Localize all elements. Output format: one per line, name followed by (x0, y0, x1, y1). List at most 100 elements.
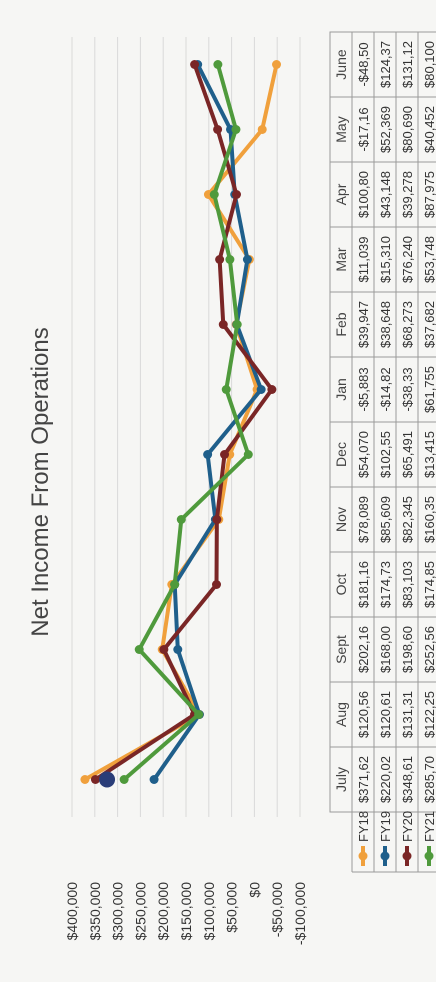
table-cell-value: $85,609 (378, 496, 393, 543)
table-cell-value: $100,80 (356, 171, 371, 218)
table-cell-value: $120,61 (378, 691, 393, 738)
data-point (213, 60, 223, 69)
legend-swatch-marker (424, 851, 434, 861)
data-point (212, 580, 222, 589)
table-cell-value: $83,103 (400, 561, 415, 608)
table-cell-value: $40,452 (422, 106, 436, 153)
table-cell-value: -$48,50 (356, 42, 371, 86)
table-cell-value: $82,345 (400, 496, 415, 543)
table-cell-value: $43,148 (378, 171, 393, 218)
table-cell-value: $15,310 (378, 236, 393, 283)
table-cell-value: $13,415 (422, 431, 436, 478)
data-point (90, 775, 100, 784)
table-cell-value: $38,648 (378, 301, 393, 348)
legend-series-label: FY20 (400, 811, 415, 842)
data-table: July Aug Sept Oct Nov Dec Jan Feb Mar Apr May June F… (329, 31, 436, 873)
data-point (176, 515, 186, 524)
x-category-label: Sept (333, 635, 349, 664)
y-tick-label: $250,000 (132, 882, 148, 941)
data-point (220, 450, 230, 459)
data-point (119, 775, 129, 784)
legend-series-label: FY21 (422, 811, 436, 842)
x-category-label: Aug (333, 702, 349, 727)
table-cell-value: $131,31 (400, 691, 415, 738)
table-cell-value: $87,975 (422, 171, 436, 218)
table-cell-value: $174,73 (378, 561, 393, 608)
data-point (232, 320, 242, 329)
y-axis: $400,000 $350,000 $300,000 $250,000 $200,000… (64, 882, 308, 945)
legend-swatch-marker (358, 851, 368, 861)
table-cell-value: $160,35 (422, 496, 436, 543)
data-point (194, 710, 204, 719)
table-cell-value: $52,369 (378, 106, 393, 153)
table-cell-value: $122,25 (422, 691, 436, 738)
x-category-label: June (333, 49, 349, 80)
x-category-label: Mar (333, 247, 349, 271)
table-cell-value: $61,755 (422, 366, 436, 413)
data-point (159, 645, 169, 654)
y-tick-label: $50,000 (224, 882, 240, 933)
table-cell-value: $80,690 (400, 106, 415, 153)
y-tick-label: $0 (246, 882, 262, 898)
data-point (225, 255, 235, 264)
x-category-label: Dec (333, 442, 349, 467)
data-point (99, 771, 116, 788)
table-cell-value: $198,60 (400, 626, 415, 673)
table-cell-value: $80,100 (422, 41, 436, 88)
table-cell-value: $252,56 (422, 626, 436, 673)
data-point (218, 320, 228, 329)
data-point (213, 125, 223, 134)
legend-series-label: FY18 (356, 811, 371, 842)
x-category-label: Oct (333, 574, 349, 596)
y-tick-label: $350,000 (87, 882, 103, 941)
table-cell-value: $39,278 (400, 171, 415, 218)
table-cell-value: $285,70 (422, 756, 436, 803)
table-cell-value: $220,02 (378, 756, 393, 803)
x-category-label: Feb (333, 312, 349, 336)
x-category-label: Jan (333, 378, 349, 401)
series-lines (80, 60, 282, 788)
table-cell-value: $120,56 (356, 691, 371, 738)
table-cell-value: $168,00 (378, 626, 393, 673)
y-tick-label: $300,000 (110, 882, 126, 941)
table-cell-value: -$38,33 (400, 367, 415, 411)
data-point (243, 450, 253, 459)
table-cell-value: -$5,883 (356, 367, 371, 411)
table-cell-value: $202,16 (356, 626, 371, 673)
series-line-fy21 (122, 63, 251, 782)
table-cell-value: $53,748 (422, 236, 436, 283)
table-cell-value: $131,12 (400, 41, 415, 88)
data-point (173, 645, 183, 654)
legend-swatch-marker (402, 851, 412, 861)
gridlines (71, 37, 301, 817)
data-point (257, 125, 267, 134)
x-category-label: July (333, 767, 349, 792)
data-point (149, 775, 159, 784)
y-tick-label: $100,000 (201, 882, 217, 941)
x-category-label: May (333, 116, 349, 142)
table-cell-value: $11,039 (356, 236, 371, 282)
data-point (190, 60, 200, 69)
y-tick-label: -$50,000 (269, 882, 285, 937)
y-tick-label: -$100,000 (292, 882, 308, 945)
table-cell-value: $371,62 (356, 756, 371, 803)
data-point (134, 645, 144, 654)
table-cell-value: $65,491 (400, 431, 415, 478)
table-cell-value: -$14,82 (378, 367, 393, 411)
data-point (203, 450, 213, 459)
y-tick-label: $400,000 (64, 882, 80, 941)
x-category-label: Apr (333, 183, 349, 205)
legend-swatch-marker (380, 851, 390, 861)
data-point (267, 385, 277, 394)
legend-series-label: FY19 (378, 811, 393, 842)
table-cell-value: $181,16 (356, 561, 371, 608)
data-point (256, 385, 266, 394)
table-cell-value: $102,55 (378, 431, 393, 478)
data-point (231, 190, 241, 199)
data-point (215, 255, 225, 264)
data-point (80, 775, 90, 784)
table-cell-value: $39,947 (356, 301, 371, 348)
